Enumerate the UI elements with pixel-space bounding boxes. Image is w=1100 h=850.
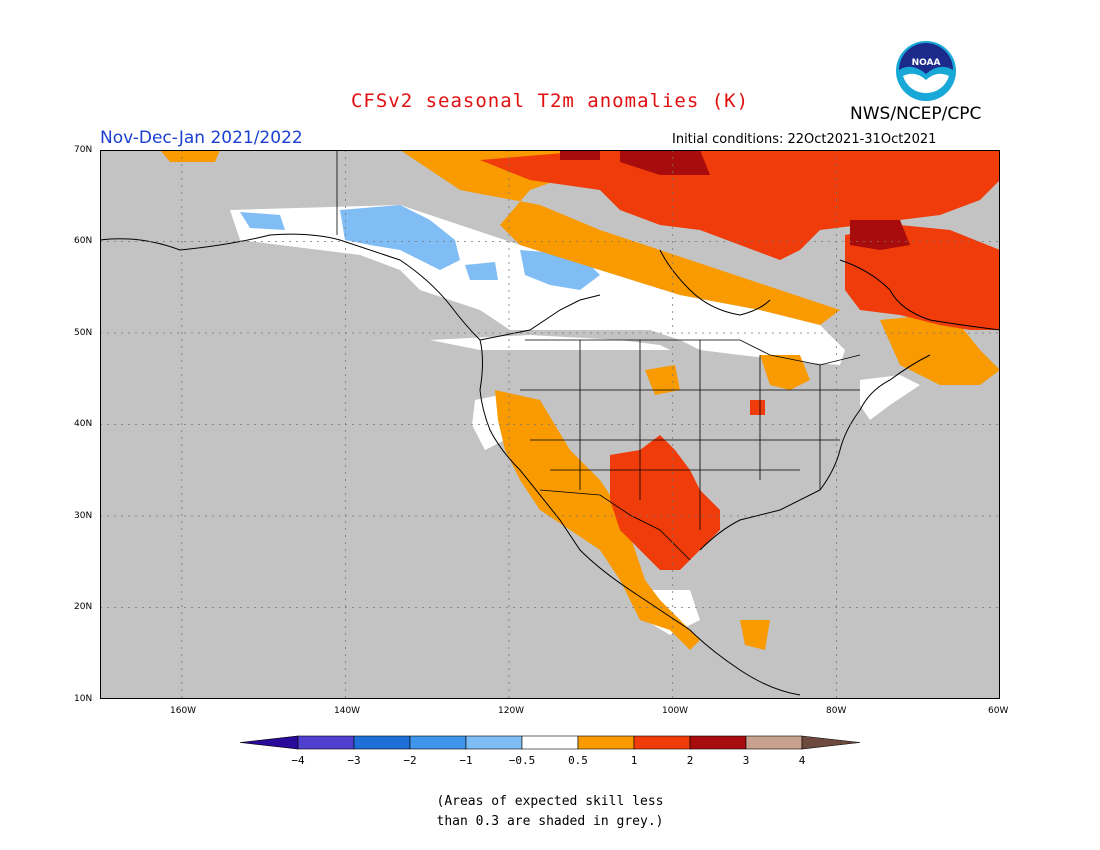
forecast-period: Nov-Dec-Jan 2021/2022 bbox=[100, 128, 303, 148]
lat-label: 10N bbox=[74, 694, 93, 704]
lon-label: 120W bbox=[498, 706, 525, 716]
colorbar-tick-label: 1 bbox=[631, 754, 638, 767]
colorbar-bin bbox=[409, 735, 467, 750]
lon-label: 140W bbox=[334, 706, 361, 716]
region-red-east bbox=[845, 225, 1000, 330]
lat-label: 20N bbox=[74, 602, 93, 612]
colorbar-bin bbox=[633, 735, 691, 750]
lon-label: 60W bbox=[988, 706, 1009, 716]
colorbar-bin bbox=[465, 735, 523, 750]
lat-label: 30N bbox=[74, 511, 93, 521]
anomaly-map bbox=[100, 150, 1000, 699]
lat-label: 60N bbox=[74, 236, 93, 246]
region-red-southcentral bbox=[610, 435, 720, 570]
region-blue-alaska bbox=[340, 205, 460, 270]
skill-note-line2: than 0.3 are shaded in grey.) bbox=[436, 814, 664, 829]
colorbar-bin bbox=[745, 735, 803, 750]
colorbar-bin bbox=[577, 735, 635, 750]
region-darkred-1 bbox=[850, 220, 910, 250]
region-orange-greatlakes bbox=[760, 355, 810, 390]
lat-label: 50N bbox=[74, 328, 93, 338]
skill-note: (Areas of expected skill less than 0.3 a… bbox=[0, 792, 1100, 832]
region-white-4 bbox=[472, 395, 505, 450]
colorbar-tick-label: −0.5 bbox=[509, 754, 536, 767]
region-red-canada bbox=[480, 150, 1000, 260]
lon-label: 100W bbox=[662, 706, 689, 716]
region-white-2 bbox=[430, 335, 670, 350]
colorbar: −4 −3 −2 −1 −0.5 0.5 1 2 3 4 bbox=[240, 735, 861, 767]
region-darkred-3 bbox=[620, 150, 710, 175]
colorbar-arrow-low bbox=[240, 735, 299, 750]
colorbar-tick-label: 2 bbox=[687, 754, 694, 767]
lon-label: 160W bbox=[170, 706, 197, 716]
colorbar-tick-label: −4 bbox=[291, 754, 305, 767]
skill-note-line1: (Areas of expected skill less bbox=[436, 794, 664, 809]
gridlines bbox=[100, 150, 1000, 699]
noaa-logo: NOAA bbox=[896, 41, 956, 101]
colorbar-tick-label: −1 bbox=[459, 754, 472, 767]
region-orange-alaska bbox=[160, 150, 220, 162]
colorbar-tick-label: 3 bbox=[743, 754, 750, 767]
initial-conditions: Initial conditions: 22Oct2021-31Oct2021 bbox=[672, 132, 937, 147]
logo-text: NOAA bbox=[912, 58, 941, 68]
region-orange-southwest bbox=[495, 390, 700, 650]
colorbar-tick-label: 0.5 bbox=[568, 754, 588, 767]
region-blue-3 bbox=[240, 212, 285, 230]
colorbar-arrow-high bbox=[801, 735, 861, 750]
region-orange-small2 bbox=[645, 365, 680, 395]
colorbar-bin bbox=[689, 735, 747, 750]
lat-label: 40N bbox=[74, 419, 93, 429]
colorbar-bin bbox=[521, 735, 579, 750]
colorbar-bin bbox=[297, 735, 355, 750]
colorbar-tick-label: −3 bbox=[347, 754, 360, 767]
region-red-small bbox=[750, 400, 765, 415]
lat-label: 70N bbox=[74, 145, 93, 155]
colorbar-bin bbox=[353, 735, 411, 750]
colorbar-tick-label: −2 bbox=[403, 754, 416, 767]
lon-label: 80W bbox=[826, 706, 847, 716]
region-orange-east bbox=[880, 315, 1000, 385]
colorbar-tick-label: 4 bbox=[799, 754, 806, 767]
region-blue-4 bbox=[465, 262, 498, 280]
anomaly-regions bbox=[160, 150, 1000, 650]
chart-title: CFSv2 seasonal T2m anomalies (K) bbox=[350, 90, 750, 112]
region-darkred-2 bbox=[560, 150, 600, 160]
region-orange-small1 bbox=[740, 620, 770, 650]
borders bbox=[336, 150, 861, 561]
organization-label: NWS/NCEP/CPC bbox=[850, 104, 982, 124]
region-white-3 bbox=[860, 375, 920, 420]
